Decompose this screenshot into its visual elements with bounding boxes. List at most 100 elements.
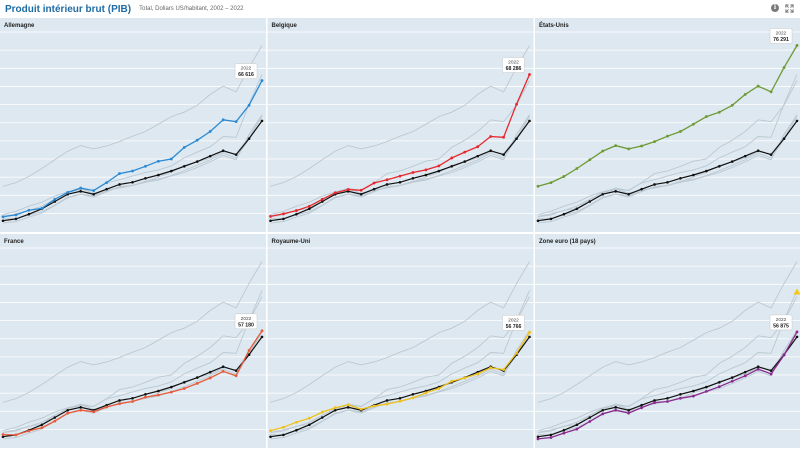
series-point[interactable]	[666, 400, 669, 403]
series-point[interactable]	[588, 420, 592, 423]
series-point[interactable]	[182, 146, 186, 149]
series-point[interactable]	[144, 395, 147, 399]
series-point[interactable]	[756, 367, 760, 371]
series-point[interactable]	[601, 149, 605, 153]
series-point[interactable]	[627, 411, 631, 415]
series-point[interactable]	[463, 150, 467, 154]
series-point[interactable]	[247, 103, 251, 107]
series-point[interactable]	[333, 406, 337, 410]
series-point[interactable]	[66, 191, 70, 194]
series-point[interactable]	[756, 84, 760, 88]
series-point[interactable]	[182, 387, 186, 390]
series-point[interactable]	[450, 156, 454, 160]
series-point[interactable]	[502, 368, 505, 371]
series-point[interactable]	[476, 372, 480, 376]
series-point[interactable]	[463, 376, 467, 380]
series-point[interactable]	[489, 135, 493, 138]
series-point[interactable]	[385, 178, 389, 182]
series-point[interactable]	[795, 44, 799, 47]
series-point[interactable]	[795, 330, 799, 334]
series-point[interactable]	[640, 406, 643, 410]
series-point[interactable]	[536, 437, 540, 441]
series-point[interactable]	[295, 209, 298, 212]
series-point[interactable]	[359, 407, 363, 411]
annotation-marker[interactable]	[793, 288, 800, 295]
series-point[interactable]	[588, 158, 592, 162]
series-point[interactable]	[769, 90, 773, 94]
expand-icon[interactable]	[785, 4, 794, 13]
series-point[interactable]	[40, 207, 44, 210]
series-point[interactable]	[614, 144, 618, 148]
series-point[interactable]	[346, 188, 350, 191]
series-point[interactable]	[640, 144, 643, 148]
series-point[interactable]	[562, 175, 566, 178]
series-point[interactable]	[234, 120, 238, 124]
series-point[interactable]	[320, 410, 324, 414]
series-point[interactable]	[282, 425, 285, 429]
series-point[interactable]	[692, 394, 695, 398]
series-point[interactable]	[782, 353, 786, 357]
series-point[interactable]	[528, 73, 531, 76]
series-point[interactable]	[221, 370, 225, 373]
series-point[interactable]	[27, 208, 31, 212]
series-point[interactable]	[437, 164, 441, 168]
series-point[interactable]	[295, 420, 298, 424]
series-point[interactable]	[743, 374, 747, 378]
series-point[interactable]	[131, 169, 134, 173]
series-point[interactable]	[398, 399, 402, 403]
series-point[interactable]	[269, 214, 272, 218]
series-point[interactable]	[169, 390, 173, 394]
series-point[interactable]	[118, 402, 121, 406]
series-point[interactable]	[536, 184, 540, 188]
series-point[interactable]	[782, 66, 786, 69]
series-point[interactable]	[66, 411, 70, 415]
series-point[interactable]	[92, 189, 96, 193]
series-point[interactable]	[769, 372, 773, 376]
series-point[interactable]	[208, 130, 212, 133]
series-point[interactable]	[157, 159, 160, 163]
series-point[interactable]	[195, 138, 199, 142]
series-point[interactable]	[528, 330, 531, 334]
series-point[interactable]	[208, 376, 212, 380]
series-point[interactable]	[27, 429, 31, 433]
series-point[interactable]	[704, 389, 708, 393]
series-point[interactable]	[627, 147, 631, 151]
series-point[interactable]	[79, 186, 83, 190]
series-point[interactable]	[79, 408, 83, 412]
series-point[interactable]	[411, 396, 415, 400]
series-point[interactable]	[14, 213, 18, 217]
series-point[interactable]	[307, 204, 311, 208]
series-point[interactable]	[247, 348, 251, 352]
series-point[interactable]	[730, 103, 734, 107]
series-point[interactable]	[144, 164, 147, 168]
series-point[interactable]	[562, 431, 566, 435]
series-point[interactable]	[260, 79, 264, 82]
series-point[interactable]	[221, 118, 225, 122]
series-point[interactable]	[424, 391, 428, 395]
series-point[interactable]	[40, 426, 44, 430]
series-point[interactable]	[653, 401, 656, 405]
series-point[interactable]	[92, 410, 96, 414]
series-point[interactable]	[105, 405, 108, 409]
series-point[interactable]	[359, 188, 363, 192]
series-point[interactable]	[307, 416, 311, 420]
series-point[interactable]	[437, 387, 441, 390]
series-point[interactable]	[385, 402, 389, 406]
series-point[interactable]	[476, 145, 480, 149]
series-point[interactable]	[260, 329, 264, 333]
series-point[interactable]	[424, 168, 428, 172]
series-point[interactable]	[653, 140, 656, 144]
series-point[interactable]	[692, 122, 695, 126]
series-point[interactable]	[666, 134, 669, 138]
series-point[interactable]	[398, 174, 402, 178]
series-point[interactable]	[549, 436, 553, 439]
series-point[interactable]	[234, 374, 238, 378]
series-point[interactable]	[601, 412, 605, 416]
series-point[interactable]	[169, 157, 173, 161]
series-point[interactable]	[1, 433, 5, 436]
series-point[interactable]	[515, 102, 518, 106]
series-point[interactable]	[118, 172, 121, 175]
series-point[interactable]	[157, 393, 160, 397]
series-point[interactable]	[704, 115, 708, 118]
series-point[interactable]	[333, 191, 337, 195]
